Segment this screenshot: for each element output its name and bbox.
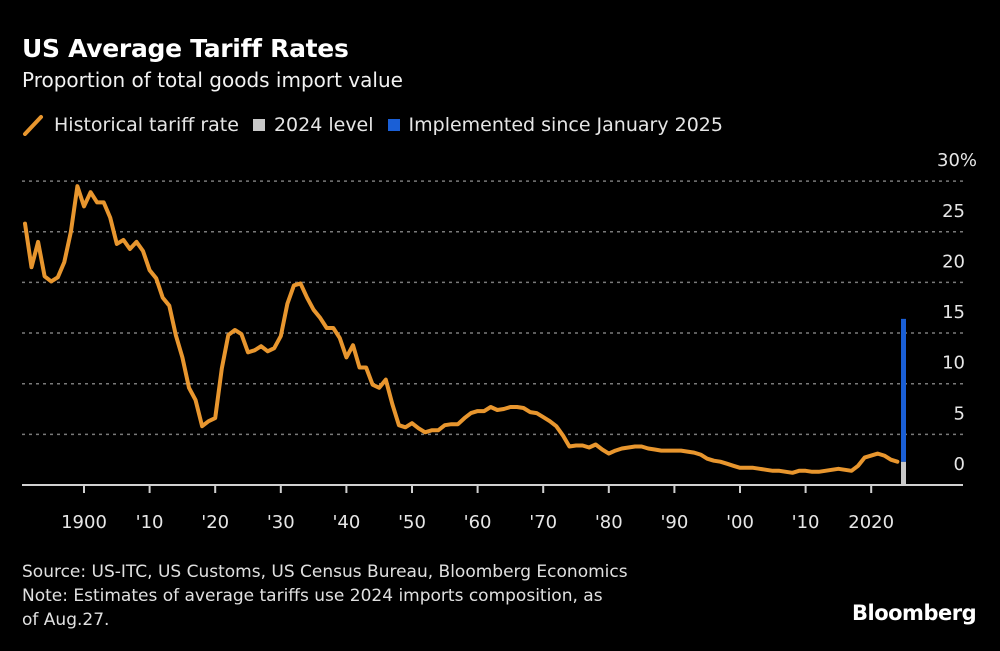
x-tick-label: '00 (726, 512, 754, 533)
series-historical-tariff-rate (23, 184, 900, 475)
bar-implemented-since-2025 (901, 318, 906, 462)
legend-item-2025: Implemented since January 2025 (387, 114, 723, 136)
x-tick-label: 2020 (848, 512, 894, 533)
note-line: of Aug.27. (22, 610, 110, 630)
legend-label: 2024 level (273, 114, 374, 136)
legend-label: Historical tariff rate (54, 114, 239, 136)
x-tick-label: '20 (201, 512, 229, 533)
bar-2024-level (901, 461, 906, 485)
source-note: Source: US-ITC, US Customs, US Census Bu… (22, 562, 628, 582)
y-tick-label: 10 (942, 353, 965, 374)
x-tick-label: '10 (136, 512, 164, 533)
y-tick-label: 15 (942, 302, 965, 323)
note-line: Note: Estimates of average tariffs use 2… (22, 586, 603, 606)
chart-title: US Average Tariff Rates (22, 34, 349, 63)
legend-item-historical: Historical tariff rate (22, 114, 239, 136)
x-tick-label: '30 (267, 512, 295, 533)
orange-line-icon (23, 115, 43, 136)
x-tick-label: '70 (529, 512, 557, 533)
y-tick-label: 20 (942, 251, 965, 272)
bloomberg-logo: Bloomberg (852, 601, 977, 625)
x-tick-label: '80 (595, 512, 623, 533)
x-tick-label: '50 (398, 512, 426, 533)
blue-square-icon (387, 119, 400, 131)
x-tick-label: '40 (332, 512, 360, 533)
y-tick-label: 25 (942, 201, 965, 222)
legend-item-2024: 2024 level (252, 114, 374, 136)
y-tick-label: 0 (954, 454, 965, 475)
x-tick-label: '60 (464, 512, 492, 533)
x-tick-label: '10 (792, 512, 820, 533)
chart-subtitle: Proportion of total goods import value (22, 68, 403, 92)
x-tick-label: '90 (660, 512, 688, 533)
footer: Source: US-ITC, US Customs, US Census Bu… (22, 560, 628, 632)
y-tick-label: 30% (937, 150, 977, 171)
legend-label: Implemented since January 2025 (408, 114, 723, 136)
y-tick-label: 5 (954, 403, 965, 424)
x-tick-label: 1900 (61, 512, 107, 533)
legend: Historical tariff rate 2024 level Implem… (22, 114, 737, 136)
gray-square-icon (252, 119, 265, 131)
